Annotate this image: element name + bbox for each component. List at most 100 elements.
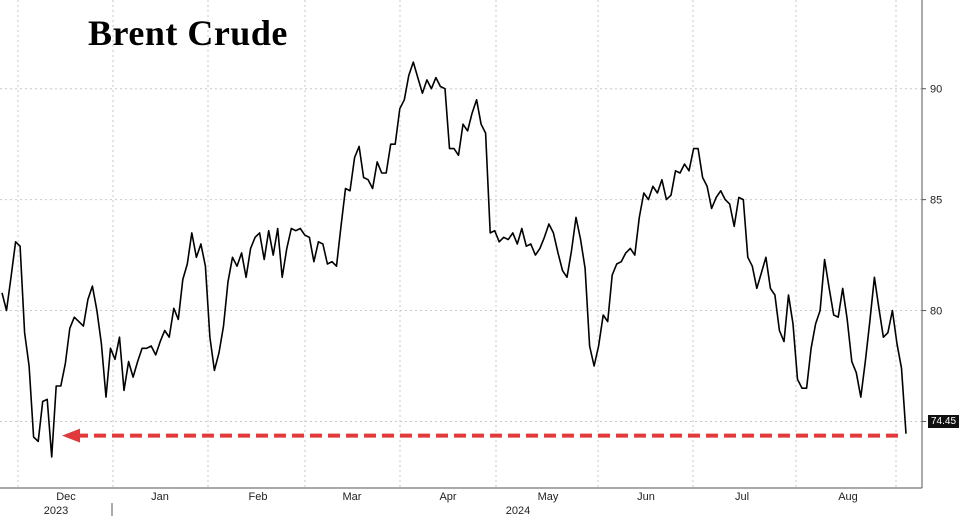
data-point	[47, 399, 48, 400]
data-point	[345, 188, 346, 189]
data-point	[901, 368, 902, 369]
data-point	[105, 397, 106, 398]
data-point	[661, 179, 662, 180]
data-point	[87, 299, 88, 300]
data-point	[575, 217, 576, 218]
data-point	[657, 192, 658, 193]
data-point	[707, 186, 708, 187]
data-point	[236, 266, 237, 267]
data-point	[119, 337, 120, 338]
data-point	[833, 314, 834, 315]
data-point	[783, 341, 784, 342]
data-point	[1, 292, 2, 293]
data-point	[630, 248, 631, 249]
data-point	[770, 288, 771, 289]
data-point	[246, 277, 247, 278]
data-point	[142, 348, 143, 349]
chart-title: Brent Crude	[88, 13, 288, 53]
data-point	[160, 341, 161, 342]
data-point	[349, 190, 350, 191]
data-point	[693, 148, 694, 149]
data-point	[422, 93, 423, 94]
data-point	[435, 77, 436, 78]
data-point	[878, 308, 879, 309]
data-point	[734, 226, 735, 227]
data-point	[747, 257, 748, 258]
data-point	[684, 164, 685, 165]
data-point	[874, 277, 875, 278]
data-point	[200, 243, 201, 244]
data-point	[33, 436, 34, 437]
data-point	[232, 257, 233, 258]
reference-arrowhead	[62, 428, 80, 443]
last-value-badge: 74.45	[928, 415, 960, 428]
data-point	[792, 323, 793, 324]
data-point	[38, 441, 39, 442]
data-point	[264, 259, 265, 260]
data-point	[797, 379, 798, 380]
data-point	[838, 317, 839, 318]
data-point	[476, 99, 477, 100]
data-point	[580, 239, 581, 240]
data-point	[458, 155, 459, 156]
data-point	[675, 170, 676, 171]
data-point	[824, 259, 825, 260]
data-point	[146, 348, 147, 349]
data-point	[69, 328, 70, 329]
data-point	[698, 148, 699, 149]
data-point	[322, 243, 323, 244]
data-point	[517, 243, 518, 244]
data-point	[60, 385, 61, 386]
data-point	[761, 272, 762, 273]
data-point	[282, 277, 283, 278]
data-point	[133, 377, 134, 378]
data-point	[372, 188, 373, 189]
data-point	[905, 433, 906, 434]
data-point	[481, 124, 482, 125]
data-point	[548, 223, 549, 224]
data-point	[110, 348, 111, 349]
data-point	[196, 257, 197, 258]
data-point	[585, 268, 586, 269]
data-point	[309, 237, 310, 238]
data-point	[820, 310, 821, 311]
x-tick-label-year: 2023	[44, 505, 68, 516]
data-point	[413, 62, 414, 63]
x-tick-label-month: Feb	[249, 491, 268, 503]
data-point	[616, 263, 617, 264]
data-point	[390, 144, 391, 145]
data-point	[788, 294, 789, 295]
data-point	[666, 199, 667, 200]
data-point	[295, 230, 296, 231]
data-point	[856, 372, 857, 373]
data-point	[336, 266, 337, 267]
data-point	[56, 385, 57, 386]
data-point	[96, 310, 97, 311]
x-tick-label-year: 2024	[506, 505, 530, 516]
data-point	[679, 172, 680, 173]
data-point	[806, 388, 807, 389]
data-point	[594, 365, 595, 366]
series-line-brent-crude	[1, 61, 907, 458]
data-point	[65, 363, 66, 364]
data-point	[688, 170, 689, 171]
data-point	[652, 186, 653, 187]
data-point	[277, 228, 278, 229]
data-point	[408, 75, 409, 76]
data-point	[752, 266, 753, 267]
data-point	[354, 157, 355, 158]
data-point	[815, 323, 816, 324]
data-point	[395, 144, 396, 145]
data-point	[571, 250, 572, 251]
data-point	[869, 321, 870, 322]
x-tick-label-month: May	[538, 491, 559, 503]
x-tick-label-month: Jul	[735, 491, 749, 503]
data-point	[729, 204, 730, 205]
data-point	[377, 161, 378, 162]
data-point	[557, 252, 558, 253]
data-point	[173, 308, 174, 309]
data-point	[431, 88, 432, 89]
data-point	[725, 199, 726, 200]
data-point	[589, 345, 590, 346]
